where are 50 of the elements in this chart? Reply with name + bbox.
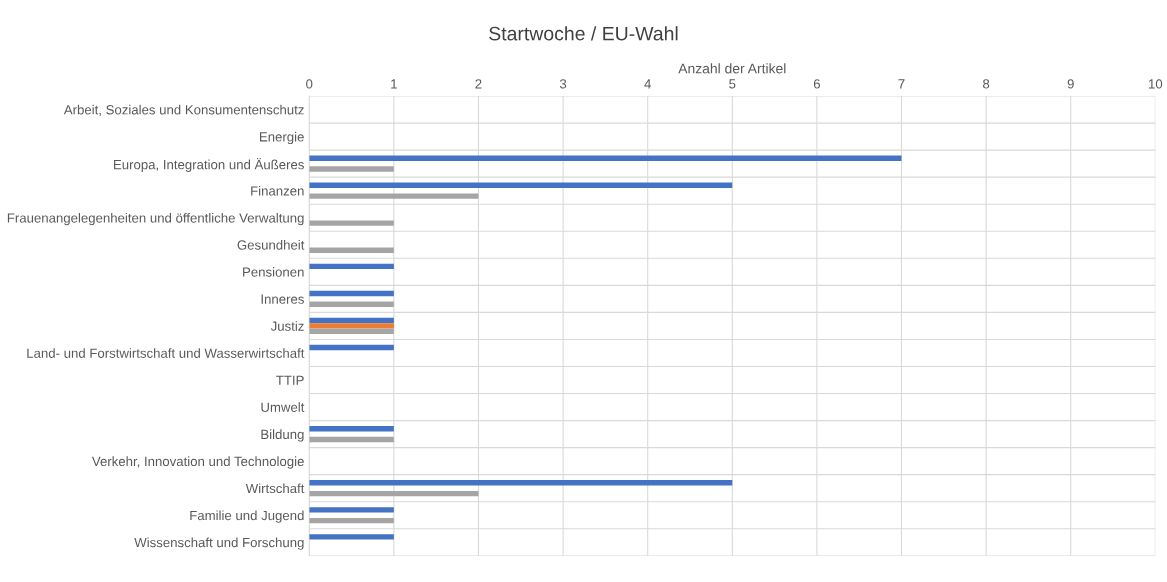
x-tick-label: 7	[898, 79, 905, 89]
x-tick-label: 4	[644, 79, 651, 89]
y-tick-label: Frauenangelegenheiten und öffentliche Verwaltung	[7, 212, 304, 226]
bar	[309, 436, 394, 443]
bar	[309, 507, 394, 513]
bar	[309, 490, 479, 497]
y-tick-label: Bildung	[261, 429, 304, 442]
bar	[309, 517, 394, 524]
y-tick-label: TTIP	[276, 375, 304, 385]
y-tick-label: Europa, Integration und Äußeres	[114, 158, 304, 172]
y-tick-label: Arbeit, Soziales und Konsumentenschutz	[63, 104, 304, 117]
bar	[309, 290, 394, 297]
x-tick-label: 0	[306, 79, 313, 89]
bar	[309, 317, 394, 324]
y-tick-label: Land- und Forstwirtschaft und Wasserwirtschaft	[27, 348, 305, 358]
x-tick-label: 10	[1149, 79, 1163, 89]
x-axis-title: Anzahl der Artikel	[678, 63, 786, 74]
y-tick-label: Pensionen	[243, 267, 304, 277]
x-tick-label: 3	[559, 79, 567, 89]
y-tick-label: Verkehr, Innovation und Technologie	[91, 456, 304, 469]
y-tick-label: Umwelt	[261, 402, 305, 412]
y-tick-label: Inneres	[261, 294, 304, 304]
y-tick-label: Wissenschaft und Forschung	[134, 537, 304, 550]
bar	[309, 193, 479, 199]
bar	[309, 166, 394, 172]
x-tick-label: 5	[729, 79, 736, 89]
y-tick-label: Energie	[260, 131, 304, 145]
bar	[309, 480, 733, 486]
bar	[309, 328, 394, 335]
y-tick-label: Familie und Jugend	[190, 510, 304, 523]
y-tick-label: Finanzen	[251, 185, 304, 196]
y-tick-label: Justiz	[270, 321, 304, 331]
bar	[309, 301, 394, 307]
bar	[309, 155, 902, 161]
bar	[309, 344, 394, 351]
bar	[309, 425, 394, 432]
bar	[309, 323, 394, 329]
y-tick-label: Gesundheit	[237, 240, 305, 250]
x-tick-label: 8	[983, 79, 990, 89]
x-tick-label: 1	[391, 79, 397, 89]
bar	[309, 182, 733, 188]
bar	[309, 534, 394, 540]
x-tick-label: 9	[1067, 79, 1074, 89]
chart-title: Startwoche / EU-Wahl	[489, 26, 678, 41]
x-tick-label: 6	[813, 79, 820, 89]
x-tick-label: 2	[475, 79, 482, 89]
y-tick-label: Wirtschaft	[245, 483, 305, 494]
bar	[309, 263, 394, 270]
bar	[309, 247, 394, 253]
bar	[309, 220, 394, 226]
